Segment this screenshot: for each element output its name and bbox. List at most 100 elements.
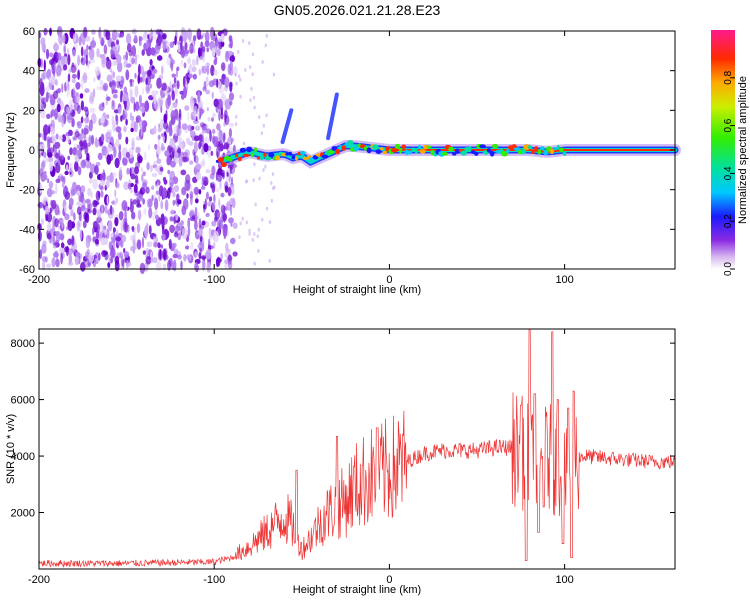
noise-blob [95,190,101,202]
noise-blob [79,93,84,99]
noise-blob [206,76,209,88]
noise-blob [89,91,94,103]
noise-blob [108,241,112,250]
noise-blob [71,73,77,79]
noise-blob [38,183,43,194]
noise-blob [198,134,204,142]
noise-blob [85,161,91,170]
snr-plot-frame [38,328,676,570]
noise-blob [114,157,120,169]
noise-blob [228,122,235,128]
trace-blob [288,151,293,156]
noise-blob [131,45,137,57]
spectrogram-y-label: Frequency (Hz) [5,112,17,188]
noise-blob [221,33,224,43]
noise-blob [149,83,153,89]
noise-blob [210,150,214,156]
noise-blob [176,126,180,137]
noise-blob [80,100,84,111]
y-tick-label: -40 [19,224,35,236]
noise-blob [183,156,190,162]
trace-blob [454,148,460,154]
trace-blob [401,144,407,149]
noise-blob [245,179,248,184]
noise-blob [148,29,153,40]
noise-blob [130,96,136,104]
noise-blob [133,101,136,112]
noise-blob [74,161,79,172]
noise-blob [187,57,191,65]
noise-blob [125,69,130,81]
noise-blob [46,92,51,99]
colorbar-gradient [711,30,735,269]
noise-blob [54,218,59,228]
noise-blob [185,245,190,250]
noise-blob [88,252,94,263]
noise-blob [253,261,256,266]
trace-blob [268,152,275,158]
noise-blob [171,83,176,88]
trace-blob [559,147,564,153]
noise-blob [196,108,200,121]
noise-blob [161,142,165,152]
noise-blob [69,162,73,173]
noise-blob [150,257,154,263]
trace-blob [464,147,470,152]
x-tick-label: -200 [28,274,50,286]
noise-blob [187,226,191,237]
noise-blob [211,165,216,176]
noise-blob [100,116,105,124]
noise-blob [169,216,174,222]
noise-blob [172,199,176,206]
noise-blob [193,186,199,195]
noise-blob [99,180,105,186]
noise-blob [249,98,252,103]
noise-blob [154,90,159,95]
noise-blob [130,115,135,122]
noise-blob [200,185,206,190]
noise-blob [45,48,50,60]
noise-blob [190,194,193,206]
noise-blob [86,152,90,161]
noise-blob [76,149,82,158]
noise-blob [164,150,171,157]
noise-blob [220,112,224,120]
noise-blob [173,77,177,84]
noise-blob [162,216,168,225]
noise-blob [189,241,194,251]
noise-blob [74,255,80,266]
trace-blob [523,144,531,151]
noise-blob [138,119,144,129]
noise-blob [210,182,213,189]
noise-blob [76,190,81,196]
noise-blob [257,248,260,253]
spectrogram-x-axis: -200 -100 0 100 [28,31,574,286]
noise-blob [140,102,145,107]
noise-blob [64,170,69,176]
noise-blob [181,227,188,240]
noise-blob [50,110,53,119]
noise-blob [171,242,177,249]
noise-blob [248,41,251,46]
noise-blob [58,159,61,166]
noise-blob [43,29,49,35]
noise-blob [220,192,225,198]
noise-blob [187,124,193,132]
noise-blob [103,44,108,55]
noise-blob [122,259,125,269]
y-tick-label: 4000 [11,451,35,463]
noise-blob [139,76,143,83]
noise-blob [163,179,168,185]
noise-blob [47,138,51,151]
trace-blob [285,152,289,156]
noise-blob [232,222,238,229]
noise-blob [45,86,51,92]
colorbar-label: Normalized spectral amplitude [737,76,749,224]
noise-blob [117,61,123,73]
noise-blob [104,204,108,214]
noise-blob [100,190,104,198]
noise-blob [63,46,66,53]
noise-blob [130,173,136,180]
noise-blob [80,159,87,169]
trace-blob [492,144,499,149]
